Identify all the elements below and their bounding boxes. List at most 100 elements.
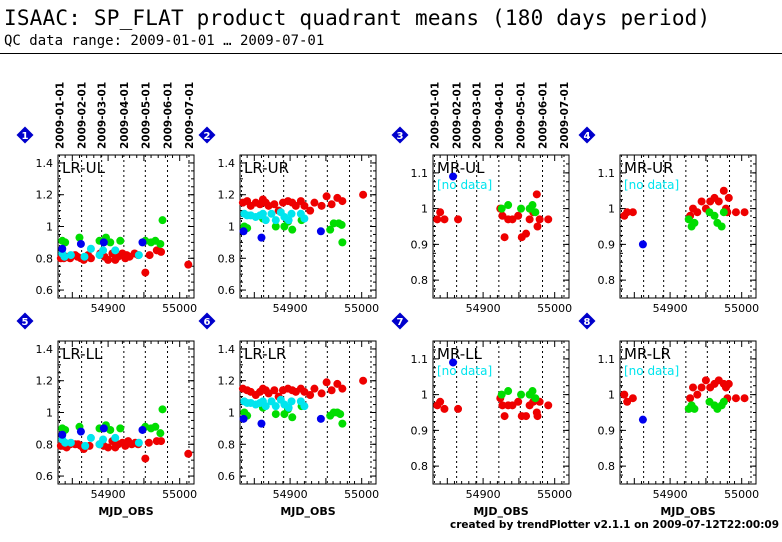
y-tick-label: 1.4: [218, 343, 236, 356]
data-point: [300, 402, 309, 411]
y-tick-label: 0.9: [411, 238, 429, 251]
data-point: [359, 376, 368, 385]
data-point: [267, 209, 276, 218]
header-divider: [0, 53, 782, 54]
data-point: [336, 410, 345, 419]
data-point: [99, 424, 108, 433]
data-point: [508, 215, 517, 224]
data-point: [544, 401, 553, 410]
x-tick-label: 54900: [91, 488, 126, 501]
data-point: [239, 414, 248, 423]
data-point: [497, 390, 506, 399]
data-point: [533, 222, 542, 231]
y-tick-label: 0.6: [36, 470, 54, 483]
panel-badge-number: 3: [397, 131, 404, 142]
panel-lr-lr: 54900 55000 0.6 0.8 1 1.2 1.4 LR-LR 6 MJD_OBS: [198, 312, 379, 518]
x-tick-label: 54900: [91, 302, 126, 315]
panel-mr-lr: 54900 55000 0.8 0.9 1 1.1 MR-LR[no data] 8 MJD_O…: [578, 312, 759, 518]
data-point: [306, 391, 315, 400]
data-point: [151, 422, 160, 431]
panel-mr-ur: 54900 55000 0.8 0.9 1 1.1 MR-UR[no data] 4: [578, 126, 759, 315]
y-tick-label: 1.1: [411, 353, 429, 366]
date-label: 2009-06-01: [163, 82, 175, 149]
y-tick-label: 1.2: [36, 375, 54, 388]
data-point: [719, 208, 728, 217]
data-point: [338, 384, 347, 393]
data-point: [731, 394, 740, 403]
data-point: [436, 208, 445, 217]
data-point: [134, 251, 143, 260]
data-point: [66, 438, 75, 447]
y-tick-label: 0.8: [218, 252, 236, 265]
data-point: [454, 404, 463, 413]
date-label: 2009-05-01: [515, 82, 527, 149]
data-point: [514, 211, 523, 220]
panel-badge-icon: [391, 312, 409, 330]
data-point: [500, 412, 509, 421]
data-point: [517, 390, 526, 399]
panel-mr-ll: 54900 55000 0.8 0.9 1 1.1 MR-LL[no data] 7 MJD_O…: [391, 312, 572, 518]
data-point: [693, 208, 702, 217]
x-axis-title: MJD_OBS: [98, 505, 153, 518]
data-point: [86, 433, 95, 442]
data-point: [724, 379, 733, 388]
data-point: [184, 260, 193, 269]
data-point: [76, 239, 85, 248]
data-point: [740, 208, 749, 217]
y-tick-label: 1: [228, 407, 235, 420]
data-point: [628, 394, 637, 403]
x-tick-label: 54900: [653, 302, 688, 315]
y-tick-label: 0.6: [218, 284, 236, 297]
data-point: [257, 233, 266, 242]
data-point: [719, 397, 728, 406]
panel-badge-number: 6: [204, 317, 211, 328]
y-tick-label: 1.1: [411, 167, 429, 180]
x-tick-label: 55000: [344, 302, 379, 315]
data-point: [258, 209, 267, 218]
data-point: [317, 389, 326, 398]
panel-label: MR-UR: [624, 159, 674, 177]
data-point: [440, 215, 449, 224]
data-point: [75, 233, 84, 242]
data-point: [701, 376, 710, 385]
date-label: 2009-01-01: [54, 82, 66, 149]
data-point: [239, 227, 248, 236]
data-point: [288, 225, 297, 234]
panel-badge-number: 8: [584, 317, 591, 328]
x-tick-label: 54900: [466, 302, 501, 315]
data-point: [81, 441, 90, 450]
date-label: 2009-02-01: [452, 82, 464, 149]
data-point: [327, 386, 336, 395]
panel-label: MR-LR: [624, 345, 671, 363]
date-label: 2009-03-01: [97, 82, 109, 149]
data-point: [134, 438, 143, 447]
data-point: [623, 208, 632, 217]
data-point: [689, 383, 698, 392]
data-point: [106, 425, 115, 434]
x-axis-title: MJD_OBS: [660, 505, 715, 518]
data-point: [306, 206, 315, 215]
data-point: [184, 449, 193, 458]
data-point: [271, 410, 280, 419]
data-point: [686, 394, 695, 403]
data-point: [322, 378, 331, 387]
data-point: [270, 200, 279, 209]
y-tick-label: 1: [421, 389, 428, 402]
panel-badge-number: 1: [22, 131, 29, 142]
data-point: [61, 238, 70, 247]
data-point: [156, 239, 165, 248]
y-tick-label: 0.8: [598, 274, 616, 287]
y-tick-label: 1.4: [36, 343, 54, 356]
data-point: [300, 201, 309, 210]
y-tick-label: 1.2: [36, 189, 54, 202]
panel-lr-ll: 54900 55000 0.6 0.8 1 1.2 1.4 LR-LL 5 MJD_OBS: [16, 312, 197, 518]
data-point: [359, 190, 368, 199]
y-tick-label: 1.1: [598, 167, 616, 180]
y-tick-label: 0.8: [411, 460, 429, 473]
panel-label: LR-UR: [244, 159, 289, 177]
no-data-label: [no data]: [437, 178, 492, 192]
data-point: [498, 211, 507, 220]
data-point: [99, 435, 108, 444]
data-point: [157, 247, 166, 256]
data-point: [138, 425, 147, 434]
